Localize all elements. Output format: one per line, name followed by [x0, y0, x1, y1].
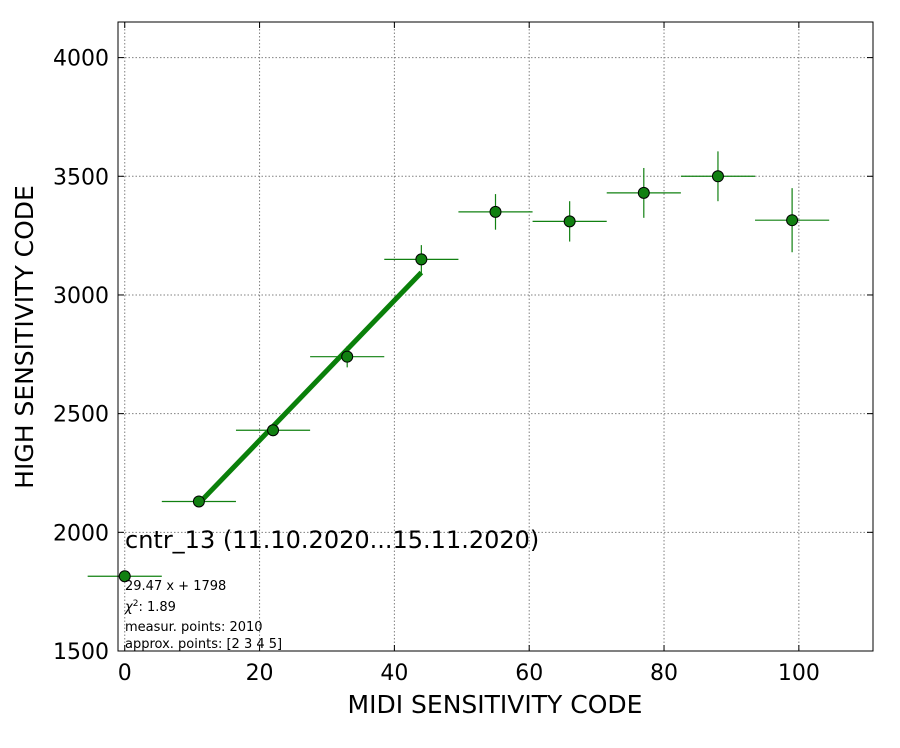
y-axis-label: HIGH SENSITIVITY CODE — [10, 185, 39, 489]
data-point — [489, 205, 502, 218]
data-point — [118, 570, 131, 583]
x-tick-label: 80 — [650, 661, 678, 686]
chi-square-label: χ2: 1.89 — [124, 599, 176, 615]
x-tick-label: 60 — [515, 661, 543, 686]
plot-frame — [117, 21, 874, 652]
y-tick-label: 3500 — [53, 165, 109, 190]
tick-labels: 0 20 40 60 80 100 1500 2000 2500 3000 3500 4000 — [53, 47, 820, 686]
data-points — [118, 170, 799, 583]
y-tick-label: 4000 — [53, 47, 109, 72]
x-tick-label: 20 — [246, 661, 274, 686]
data-point — [786, 214, 799, 227]
annotation-title: cntr_13 (11.10.2020...15.11.2020) — [125, 526, 539, 554]
y-tick-label: 3000 — [53, 284, 109, 309]
x-axis-label: MIDI SENSITIVITY CODE — [348, 690, 643, 719]
data-point — [341, 350, 354, 363]
data-point — [267, 424, 280, 437]
fit-equation: 29.47 x + 1798 — [125, 579, 226, 594]
y-tick-label: 2500 — [53, 403, 109, 428]
approx-points: approx. points: [2 3 4 5] — [125, 637, 282, 652]
data-point — [192, 495, 205, 508]
data-point — [415, 253, 428, 266]
ticks — [118, 22, 873, 652]
y-tick-label: 1500 — [53, 640, 109, 665]
fit-line-group — [197, 270, 424, 506]
x-tick-label: 40 — [380, 661, 408, 686]
x-tick-label: 0 — [118, 661, 132, 686]
y-tick-label: 2000 — [53, 521, 109, 546]
fit-line — [197, 270, 424, 506]
x-tick-label: 100 — [778, 661, 820, 686]
data-point — [563, 215, 576, 228]
measur-points: measur. points: 2010 — [125, 620, 263, 635]
chi-square-value: 1.89 — [147, 600, 176, 615]
data-point — [637, 186, 650, 199]
data-point — [711, 170, 724, 183]
